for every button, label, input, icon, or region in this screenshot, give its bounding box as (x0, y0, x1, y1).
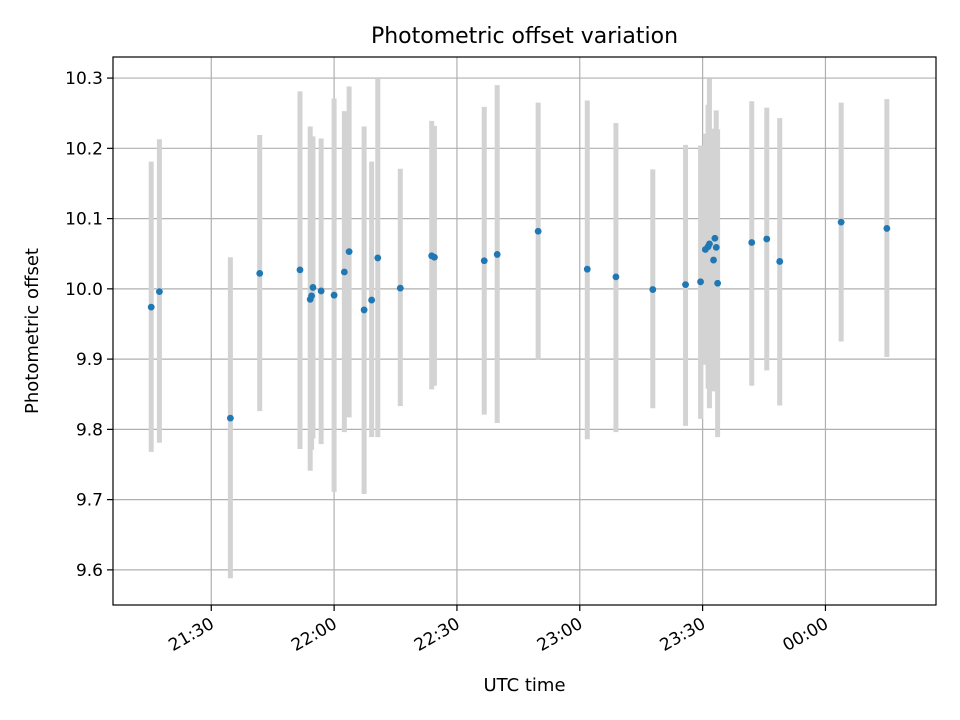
data-point (431, 253, 438, 261)
data-point (308, 292, 315, 300)
data-point (712, 243, 720, 251)
chart-title: Photometric offset variation (371, 24, 678, 49)
data-point (156, 288, 163, 296)
data-point (883, 225, 891, 232)
data-point (493, 251, 501, 258)
y-axis-ticks: 9.6 9.7 9.8 9.9 10.0 10.1 10.2 10.3 (65, 69, 113, 581)
data-point (776, 258, 784, 265)
y-axis-label: Photometric offset (22, 248, 43, 414)
y-tick-label: 9.9 (76, 350, 103, 370)
data-point (360, 306, 368, 314)
data-point (330, 291, 338, 299)
y-tick-label: 10.2 (65, 139, 103, 159)
y-tick-label: 10.0 (65, 280, 103, 300)
y-tick-label: 10.1 (65, 210, 103, 230)
data-point (317, 287, 325, 295)
data-point (697, 278, 704, 286)
data-point (711, 234, 719, 242)
data-point (147, 303, 155, 311)
x-axis-label: UTC time (483, 675, 565, 696)
y-tick-label: 9.7 (76, 491, 103, 511)
data-point (706, 240, 713, 248)
data-point (480, 257, 488, 265)
y-tick-label: 9.8 (76, 420, 103, 440)
data-point (256, 269, 264, 277)
y-tick-label: 9.6 (76, 561, 103, 581)
data-point (534, 227, 542, 235)
data-point (649, 286, 657, 293)
data-point (340, 268, 348, 276)
y-tick-label: 10.3 (65, 69, 103, 89)
data-point (612, 273, 620, 281)
data-point (583, 265, 591, 273)
data-point (296, 266, 304, 274)
data-point (368, 296, 376, 304)
data-point (682, 281, 689, 289)
data-point (309, 284, 317, 291)
data-point (374, 254, 382, 262)
data-point (748, 239, 756, 246)
data-point (226, 414, 234, 422)
data-point (396, 284, 404, 292)
data-point (345, 248, 353, 256)
data-points (147, 218, 891, 422)
data-point (714, 279, 722, 287)
plot-frame (112, 56, 937, 606)
data-point (837, 218, 845, 226)
data-point (763, 235, 771, 243)
data-point (710, 256, 717, 264)
